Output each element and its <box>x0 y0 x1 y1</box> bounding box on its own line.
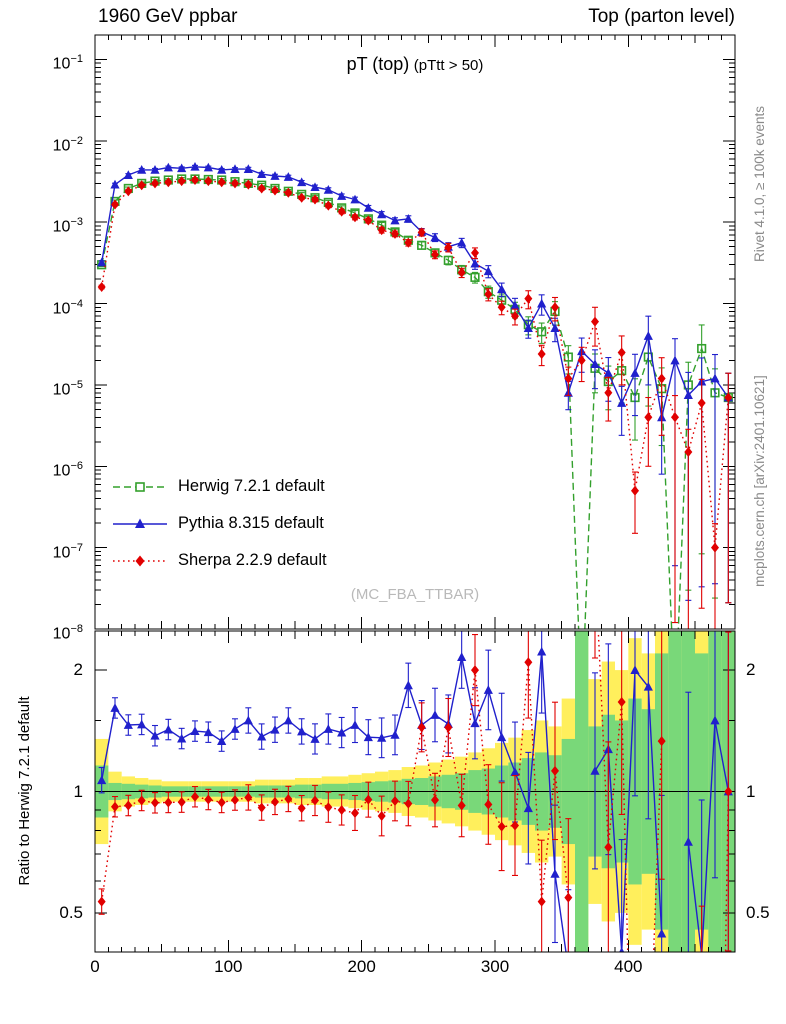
legend-item-herwig: Herwig 7.2.1 default <box>112 468 327 505</box>
legend-item-sherpa: Sherpa 2.2.9 default <box>112 542 327 579</box>
cut-label: (pTtt > 50) <box>413 57 484 74</box>
pythia-line-sample-icon <box>113 518 167 528</box>
header-beam-energy: 1960 GeV ppbar <box>98 6 238 27</box>
ratio-tick-label: 1 <box>73 781 83 801</box>
y-tick-label: 10−6 <box>52 460 83 480</box>
herwig-line-sample-icon <box>113 481 167 492</box>
y-tick-label: 10−8 <box>52 623 83 643</box>
Sherpa 2.2.9 default-ratio <box>97 631 733 952</box>
y-tick-label: 10−5 <box>52 378 83 399</box>
Sherpa 2.2.9 default <box>97 175 733 629</box>
ratio-tick-label: 2 <box>746 660 756 680</box>
analysis-watermark: (MC_FBA_TTBAR) <box>350 586 480 603</box>
observable-title: pT (top) <box>346 54 410 74</box>
Herwig 7.2.1 default <box>97 174 733 629</box>
legend-label-herwig: Herwig 7.2.1 default <box>178 477 325 495</box>
ratio-y-tick-labels-right: 0.5 1 2 <box>740 0 786 1024</box>
y-tick-label: 10−4 <box>52 297 83 317</box>
sherpa-line-sample-icon <box>113 555 167 566</box>
ratio-y-tick-labels-left: 0.5 1 2 <box>0 0 88 1024</box>
header-analysis-group: Top (parton level) <box>588 6 735 27</box>
y-tick-label: 10−2 <box>52 134 83 155</box>
main-y-tick-labels: 10−1 10−2 10−3 10−4 10−5 10−6 10−7 10−8 <box>0 0 88 1024</box>
legend-label-pythia: Pythia 8.315 default <box>178 514 324 532</box>
x-tick-label: 400 <box>614 957 643 976</box>
x-tick-label: 200 <box>347 957 376 976</box>
x-tick-label: 300 <box>480 957 510 976</box>
y-tick-label: 10−1 <box>52 53 83 73</box>
legend-item-pythia: Pythia 8.315 default <box>112 505 327 542</box>
x-tick-label: 0 <box>90 957 100 976</box>
y-tick-label: 10−7 <box>52 541 83 561</box>
legend-label-sherpa: Sherpa 2.2.9 default <box>178 551 327 569</box>
ratio-tick-label: 0.5 <box>59 902 83 922</box>
legend: Herwig 7.2.1 default Pythia 8.315 defaul… <box>112 468 327 579</box>
ratio-tick-label: 1 <box>746 781 756 801</box>
x-tick-labels: 0 100 200 300 400 <box>0 957 786 981</box>
axis-ticks <box>94 34 736 953</box>
y-tick-label: 10−3 <box>52 216 83 236</box>
x-tick-label: 100 <box>214 957 243 976</box>
plot-title: pT (top) (pTtt > 50) <box>95 54 735 75</box>
ratio-tick-label: 2 <box>73 660 83 680</box>
ratio-tick-label: 0.5 <box>746 902 770 922</box>
